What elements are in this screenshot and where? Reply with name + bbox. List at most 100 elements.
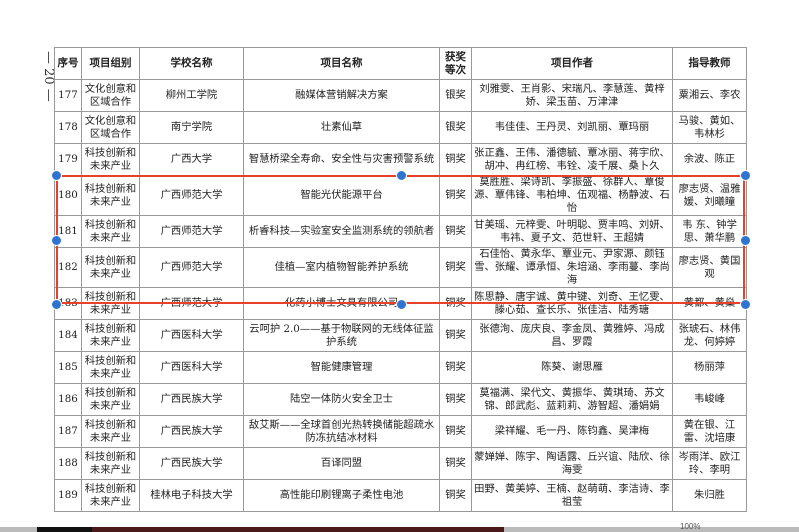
cell-group: 科技创新和未来产业 [81, 175, 140, 216]
awards-table: 序号 项目组别 学校名称 项目名称 获奖等次 项目作者 指导教师 177 文化创意和区域合作柳… [54, 47, 747, 512]
cell-award: 铜奖 [439, 215, 472, 248]
cell-index: 188 [54, 447, 82, 480]
cell-authors: 张正鑫、王伟、潘德毓、覃冰丽、蒋宇欣、胡冲、冉红榜、韦铨、凌千展、桑卜久 [471, 143, 673, 176]
resize-handle[interactable] [51, 299, 62, 310]
resize-handle[interactable] [396, 170, 407, 181]
cell-project: 敌艾斯——全球首创光热转换储能超疏水防冻抗结冰材料 [243, 415, 440, 448]
header-group: 项目组别 [81, 47, 140, 80]
cell-award: 铜奖 [439, 447, 472, 480]
cell-authors: 田野、黄美婷、王楠、赵萌萌、李洁诗、李祖莹 [471, 479, 673, 512]
cell-group: 科技创新和未来产业 [81, 479, 140, 512]
cell-advisors: 廖志贤、黄国观 [672, 247, 747, 288]
table-header-row: 序号 项目组别 学校名称 项目名称 获奖等次 项目作者 指导教师 [54, 47, 747, 80]
cell-advisors: 韦 东、钟学思、萧华鹏 [672, 215, 747, 248]
cell-award: 铜奖 [439, 319, 472, 352]
cell-index: 187 [54, 415, 82, 448]
table-row: 186 科技创新和未来产业 广西民族大学 陆空一体防火安全卫士 铜奖 莫福满、梁代文、黄振… [54, 383, 747, 416]
table-row: 184 科技创新和未来产业 广西医科大学 云呵护 2.0——基于物联网的无线体征监护系… [54, 319, 747, 352]
cell-award: 铜奖 [439, 479, 472, 512]
cell-advisors: 黄在银、江雷、沈培康 [672, 415, 747, 448]
cell-school: 广西大学 [139, 143, 244, 176]
cell-advisors: 朱归胜 [672, 479, 747, 512]
cell-advisors: 杨丽萍 [672, 351, 747, 384]
table-row: 189 科技创新和未来产业 桂林电子科技大学 高性能印刷锂离子柔性电池 铜奖 田野、黄美婷… [54, 479, 747, 512]
cell-school: 广西医科大学 [139, 319, 244, 352]
header-index: 序号 [54, 47, 82, 80]
cell-school: 南宁学院 [139, 111, 244, 144]
cell-group: 科技创新和未来产业 [81, 215, 140, 248]
cell-index: 182 [54, 247, 82, 288]
cell-school: 广西师范大学 [139, 175, 244, 216]
cell-school: 广西医科大学 [139, 351, 244, 384]
resize-handle[interactable] [740, 170, 751, 181]
cell-authors: 莫胜胜、梁诗凯、李振盛、徐群人、覃俊源、覃伟锋、韦柏坤、伍观福、杨静波、石怡 [471, 175, 673, 216]
cell-project: 云呵护 2.0——基于物联网的无线体征监护系统 [243, 319, 440, 352]
cell-school: 广西师范大学 [139, 215, 244, 248]
cell-group: 文化创意和区域合作 [81, 79, 140, 112]
cell-authors: 甘美瑶、元梓雯、叶明聪、贾丰鸣、刘妍、韦祎、夏子文、范世轩、王超婧 [471, 215, 673, 248]
cell-advisors: 马骏、黄如、韦林杉 [672, 111, 747, 144]
table-row: 187 科技创新和未来产业 广西民族大学 敌艾斯——全球首创光热转换储能超疏水防冻抗结… [54, 415, 747, 448]
resize-handle[interactable] [396, 299, 407, 310]
cell-index: 189 [54, 479, 82, 512]
taskbar: 100% [0, 522, 799, 532]
cell-project: 融媒体营销解决方案 [243, 79, 440, 112]
table-row: 181 科技创新和未来产业 广西师范大学 析睿科技—实验室安全监测系统的领航者 铜奖 甘美… [54, 215, 747, 248]
header-school: 学校名称 [139, 47, 244, 80]
cell-project: 化药小博士文具有限公司 [243, 287, 440, 320]
table-row: 180 科技创新和未来产业 广西师范大学 智能光伏能源平台 铜奖 莫胜胜、梁诗凯、李振盛、… [54, 175, 747, 216]
cell-award: 铜奖 [439, 415, 472, 448]
cell-index: 177 [54, 79, 82, 112]
table-row: 188 科技创新和未来产业 广西民族大学 百译同盟 铜奖 蒙婵婵、陈宇、陶语露、丘兴谊、陆… [54, 447, 747, 480]
cell-authors: 韦佳佳、王丹灵、刘凯丽、覃玛丽 [471, 111, 673, 144]
cell-group: 科技创新和未来产业 [81, 287, 140, 320]
cell-project: 百译同盟 [243, 447, 440, 480]
cell-project: 陆空一体防火安全卫士 [243, 383, 440, 416]
resize-handle[interactable] [51, 170, 62, 181]
cell-school: 桂林电子科技大学 [139, 479, 244, 512]
cell-group: 科技创新和未来产业 [81, 415, 140, 448]
taskbar-segment [92, 527, 504, 532]
cell-project: 高性能印刷锂离子柔性电池 [243, 479, 440, 512]
cell-group: 科技创新和未来产业 [81, 351, 140, 384]
table-row: 178 文化创意和区域合作 南宁学院 壮素仙草 银奖 韦佳佳、王丹灵、刘凯丽、覃玛丽 马骏、… [54, 111, 747, 144]
cell-award: 铜奖 [439, 287, 472, 320]
cell-authors: 刘雅雯、王肖影、宋瑞凡、李慧莲、黄梓娇、梁玉苗、万津津 [471, 79, 673, 112]
cell-advisors: 张琥石、林伟龙、何婷婷 [672, 319, 747, 352]
cell-award: 银奖 [439, 111, 472, 144]
cell-school: 广西师范大学 [139, 247, 244, 288]
cell-project: 智能健康管理 [243, 351, 440, 384]
table-row: 182 科技创新和未来产业 广西师范大学 佳植—室内植物智能养护系统 铜奖 石佳怡、黄永华… [54, 247, 747, 288]
cell-project: 壮素仙草 [243, 111, 440, 144]
header-advisors: 指导教师 [672, 47, 747, 80]
cell-advisors: 廖志贤、温雅媛、刘曦瞳 [672, 175, 747, 216]
cell-advisors: 岑雨洋、欧江玲、李明 [672, 447, 747, 480]
cell-group: 科技创新和未来产业 [81, 447, 140, 480]
cell-award: 铜奖 [439, 383, 472, 416]
resize-handle[interactable] [740, 235, 751, 246]
cell-project: 智慧桥梁全寿命、安全性与灾害预警系统 [243, 143, 440, 176]
cell-advisors: 余波、陈正 [672, 143, 747, 176]
table-row: 179 科技创新和未来产业 广西大学 智慧桥梁全寿命、安全性与灾害预警系统 铜奖 张正鑫、… [54, 143, 747, 176]
cell-group: 科技创新和未来产业 [81, 383, 140, 416]
cell-project: 佳植—室内植物智能养护系统 [243, 247, 440, 288]
cell-school: 广西民族大学 [139, 447, 244, 480]
resize-handle[interactable] [51, 235, 62, 246]
resize-handle[interactable] [740, 299, 751, 310]
cell-index: 185 [54, 351, 82, 384]
cell-authors: 石佳怡、黄永华、覃业元、尹家源、颜钰雪、张耀、谭承恒、朱培涵、李雨蔓、李尚海 [471, 247, 673, 288]
cell-authors: 蒙婵婵、陈宇、陶语露、丘兴谊、陆欣、徐海雯 [471, 447, 673, 480]
header-project: 项目名称 [243, 47, 440, 80]
header-authors: 项目作者 [471, 47, 673, 80]
cell-school: 广西师范大学 [139, 287, 244, 320]
cell-award: 铜奖 [439, 175, 472, 216]
cell-index: 178 [54, 111, 82, 144]
cell-advisors: 黄都、黄燊 [672, 287, 747, 320]
table-row: 177 文化创意和区域合作 柳州工学院 融媒体营销解决方案 银奖 刘雅雯、王肖影、宋瑞凡、… [54, 79, 747, 112]
cell-authors: 陈思静、唐宇诚、黄中键、刘奇、王忆雯、滕心茹、查长乐、张佳洁、陆秀瑭 [471, 287, 673, 320]
cell-school: 广西民族大学 [139, 415, 244, 448]
cell-project: 智能光伏能源平台 [243, 175, 440, 216]
cell-project: 析睿科技—实验室安全监测系统的领航者 [243, 215, 440, 248]
cell-advisors: 韦峻峰 [672, 383, 747, 416]
zoom-level[interactable]: 100% [680, 522, 701, 531]
